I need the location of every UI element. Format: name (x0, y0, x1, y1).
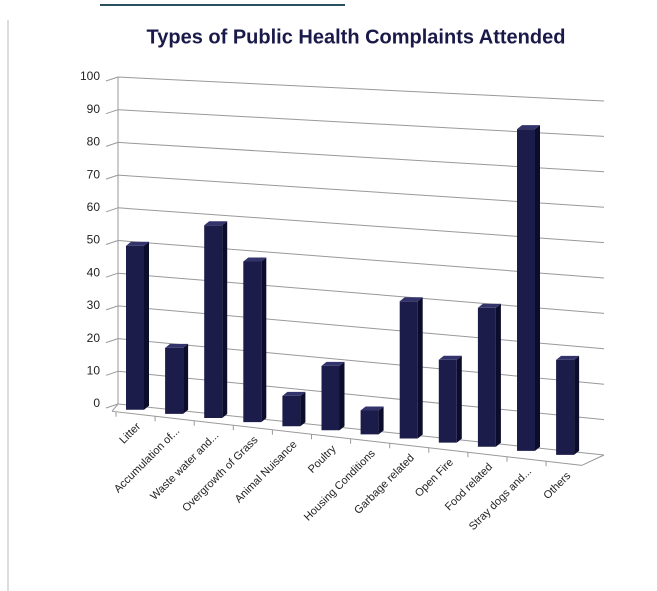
y-tick-label: 40 (87, 265, 101, 279)
bar-face (477, 307, 496, 447)
bar (204, 221, 228, 418)
y-tick (105, 207, 119, 213)
y-tick (105, 338, 119, 344)
bar-face (417, 297, 423, 439)
bar-face (144, 241, 149, 410)
bar (282, 391, 306, 427)
bar (360, 406, 384, 435)
bar-face (126, 245, 144, 410)
bar (556, 355, 580, 455)
bar-face (300, 391, 306, 427)
bar-face (438, 355, 462, 360)
bar-face (535, 125, 540, 451)
y-tick-label: 30 (87, 298, 101, 312)
floor-edge (111, 410, 583, 466)
bar-face (556, 355, 580, 360)
y-tick (105, 174, 119, 180)
bar-face (556, 359, 575, 455)
y-tick (105, 272, 119, 278)
bar (321, 361, 345, 431)
y-tick (105, 240, 119, 245)
y-tick (105, 109, 119, 115)
bar-face (456, 355, 462, 443)
bar (399, 297, 423, 439)
y-tick-label: 10 (87, 363, 101, 377)
bar-face (574, 355, 580, 455)
bar (243, 257, 267, 423)
chart-title: Types of Public Health Complaints Attend… (147, 26, 566, 48)
bar-face (261, 257, 267, 423)
bar-face (282, 395, 301, 427)
y-tick-label: 70 (87, 167, 101, 181)
bar-face (321, 361, 345, 366)
grid-line (117, 76, 605, 102)
y-tick-label: 0 (93, 396, 100, 410)
bar-face (165, 347, 184, 414)
y-tick-label: 90 (87, 102, 101, 116)
bar-face (339, 361, 345, 431)
y-tick-label: 100 (80, 69, 100, 83)
bar-face (282, 391, 306, 396)
bar-face (399, 297, 423, 302)
y-tick (105, 403, 119, 409)
y-tick-label: 50 (87, 233, 101, 247)
bar (517, 125, 540, 451)
bar-face (517, 129, 535, 451)
bar-face (243, 257, 267, 262)
bar (165, 343, 189, 414)
bar-face (495, 303, 501, 447)
y-tick-label: 80 (87, 135, 101, 149)
bar-face (438, 359, 457, 443)
bar (477, 303, 501, 447)
bar-face (204, 225, 223, 418)
y-tick-label: 60 (87, 200, 101, 214)
bar-face (165, 343, 189, 348)
bar-face (360, 406, 384, 411)
y-tick-label: 20 (87, 331, 101, 345)
bar-face (321, 365, 340, 431)
y-tick (105, 76, 119, 82)
floor-side (581, 454, 605, 466)
y-tick (105, 141, 119, 147)
bar-face (126, 241, 149, 246)
bar-face (204, 221, 228, 226)
bar-face (183, 343, 189, 414)
y-tick (105, 370, 119, 376)
bar (438, 355, 462, 443)
bar (126, 241, 149, 410)
bar-face (378, 406, 384, 435)
bar-face (517, 125, 540, 130)
bar-face (243, 261, 262, 423)
floor-side (111, 403, 119, 412)
bar-face (360, 410, 379, 435)
bar-face (222, 221, 228, 418)
bar-face (399, 301, 418, 439)
y-tick (105, 305, 119, 311)
bar-face (477, 303, 501, 308)
